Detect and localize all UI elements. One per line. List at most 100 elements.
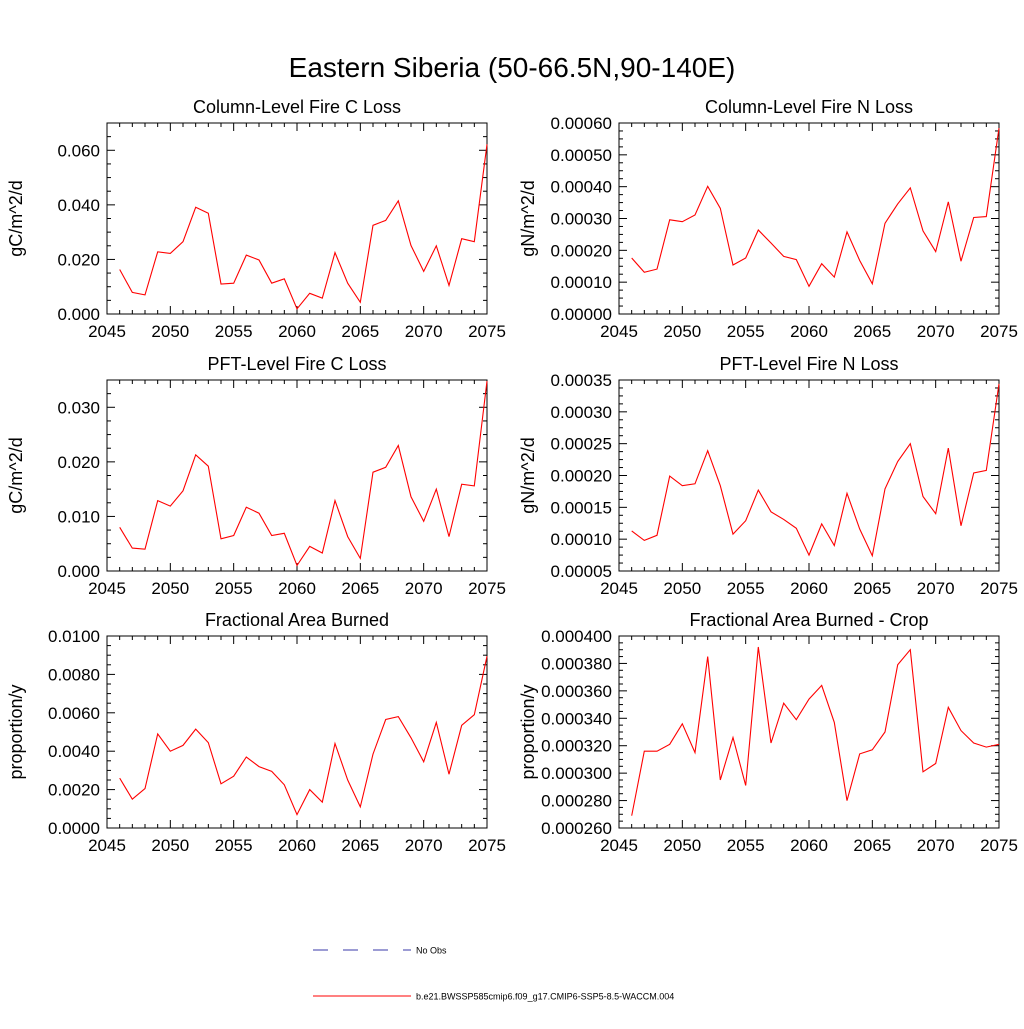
x-tick-label: 2050 <box>151 579 189 598</box>
x-tick-label: 2050 <box>663 322 701 341</box>
chart-frac-area-burned: Fractional Area Burned 2045 2050 2055 2060 20… <box>6 610 506 855</box>
y-tick-label: 0.00040 <box>551 178 612 197</box>
x-tick-label: 2060 <box>278 579 316 598</box>
y-tick-label: 0.00020 <box>551 467 612 486</box>
y-tick-label: 0.020 <box>57 453 100 472</box>
y-tick-label: 0.00010 <box>551 273 612 292</box>
series-line-0 <box>631 646 1000 816</box>
chart-title: Fractional Area Burned - Crop <box>689 610 928 630</box>
y-tick-label: 0.00030 <box>551 403 612 422</box>
y-axis-label: gC/m^2/d <box>6 437 26 513</box>
x-tick-label: 2060 <box>278 836 316 855</box>
chart-panels: Column-Level Fire C Loss 2045 2050 2055 2060… <box>6 97 1018 855</box>
y-tick-label: 0.0080 <box>48 665 100 684</box>
x-tick-label: 2060 <box>790 322 828 341</box>
y-tick-label: 0.00035 <box>551 371 612 390</box>
y-tick-label: 0.00060 <box>551 114 612 133</box>
y-tick-label: 0.0000 <box>48 819 100 838</box>
x-tick-label: 2075 <box>468 322 506 341</box>
chart-title: Column-Level Fire C Loss <box>193 97 401 117</box>
y-tick-label: 0.00030 <box>551 210 612 229</box>
y-tick-label: 0.030 <box>57 398 100 417</box>
y-tick-label: 0.060 <box>57 141 100 160</box>
chart-title: Column-Level Fire N Loss <box>705 97 913 117</box>
y-tick-label: 0.000280 <box>541 792 612 811</box>
y-axis-label: gN/m^2/d <box>518 180 538 256</box>
x-tick-label: 2050 <box>663 579 701 598</box>
y-axis-label: proportion/y <box>6 684 26 779</box>
chart-title: PFT-Level Fire C Loss <box>207 354 386 374</box>
y-axis-label: proportion/y <box>518 684 538 779</box>
x-tick-label: 2045 <box>88 836 126 855</box>
legend-label-0: No Obs <box>416 946 447 956</box>
chart-pft-fire-n-loss: PFT-Level Fire N Loss 2045 2050 2055 2060 206… <box>518 354 1018 598</box>
x-tick-label: 2070 <box>405 322 443 341</box>
x-tick-label: 2050 <box>151 836 189 855</box>
x-tick-label: 2065 <box>341 836 379 855</box>
legend: No Obs b.e21.BWSSP585cmip6.f09_g17.CMIP6-… <box>313 946 674 1002</box>
y-tick-label: 0.0020 <box>48 781 100 800</box>
chart-title: Fractional Area Burned <box>205 610 389 630</box>
y-tick-label: 0.00005 <box>551 562 612 581</box>
x-tick-label: 2075 <box>980 322 1018 341</box>
x-tick-label: 2055 <box>215 836 253 855</box>
y-tick-label: 0.0100 <box>48 627 100 646</box>
chart-col-fire-c-loss: Column-Level Fire C Loss 2045 2050 2055 2060… <box>6 97 506 341</box>
y-tick-label: 0.00025 <box>551 435 612 454</box>
y-tick-label: 0.00015 <box>551 498 612 517</box>
x-tick-label: 2065 <box>341 579 379 598</box>
plot-frame <box>106 122 488 315</box>
y-tick-label: 0.040 <box>57 196 100 215</box>
x-tick-label: 2055 <box>727 836 765 855</box>
series-line-0 <box>119 144 488 310</box>
x-tick-label: 2065 <box>341 322 379 341</box>
x-tick-label: 2075 <box>980 836 1018 855</box>
x-tick-label: 2055 <box>215 579 253 598</box>
y-tick-label: 0.000300 <box>541 764 612 783</box>
x-tick-label: 2060 <box>790 579 828 598</box>
x-tick-label: 2045 <box>88 322 126 341</box>
x-tick-label: 2070 <box>917 579 955 598</box>
x-tick-label: 2060 <box>278 322 316 341</box>
plot-frame <box>106 635 488 829</box>
x-tick-label: 2045 <box>600 836 638 855</box>
plot-frame <box>618 635 1000 829</box>
x-tick-label: 2045 <box>88 579 126 598</box>
y-tick-label: 0.000360 <box>541 682 612 701</box>
y-tick-label: 0.010 <box>57 507 100 526</box>
y-tick-label: 0.000380 <box>541 654 612 673</box>
y-tick-label: 0.00020 <box>551 241 612 260</box>
legend-label-1: b.e21.BWSSP585cmip6.f09_g17.CMIP6-SSP5-8… <box>416 992 674 1002</box>
x-tick-label: 2075 <box>468 579 506 598</box>
series-line-0 <box>119 656 488 816</box>
chart-frac-area-burned-crop: Fractional Area Burned - Crop 2045 2050 205… <box>518 610 1018 855</box>
x-tick-label: 2065 <box>853 836 891 855</box>
y-tick-label: 0.0060 <box>48 704 100 723</box>
y-tick-label: 0.000 <box>57 305 100 324</box>
series-line-0 <box>631 383 1000 558</box>
x-tick-label: 2065 <box>853 579 891 598</box>
x-tick-label: 2070 <box>405 579 443 598</box>
y-axis-label: gC/m^2/d <box>6 180 26 256</box>
y-tick-label: 0.00010 <box>551 530 612 549</box>
y-tick-label: 0.00050 <box>551 146 612 165</box>
x-tick-label: 2050 <box>663 836 701 855</box>
x-tick-label: 2070 <box>917 322 955 341</box>
x-tick-label: 2070 <box>405 836 443 855</box>
x-tick-label: 2055 <box>215 322 253 341</box>
chart-col-fire-n-loss: Column-Level Fire N Loss 2045 2050 2055 2060… <box>518 97 1018 341</box>
x-tick-label: 2065 <box>853 322 891 341</box>
x-tick-label: 2075 <box>468 836 506 855</box>
plot-frame <box>106 379 488 572</box>
y-tick-label: 0.000340 <box>541 709 612 728</box>
chart-title: PFT-Level Fire N Loss <box>719 354 898 374</box>
x-tick-label: 2075 <box>980 579 1018 598</box>
y-tick-label: 0.000 <box>57 562 100 581</box>
chart-pft-fire-c-loss: PFT-Level Fire C Loss 2045 2050 2055 2060 206… <box>6 354 506 598</box>
y-tick-label: 0.0040 <box>48 742 100 761</box>
x-tick-label: 2055 <box>727 579 765 598</box>
y-tick-label: 0.000320 <box>541 737 612 756</box>
plot-frame <box>618 379 1000 572</box>
